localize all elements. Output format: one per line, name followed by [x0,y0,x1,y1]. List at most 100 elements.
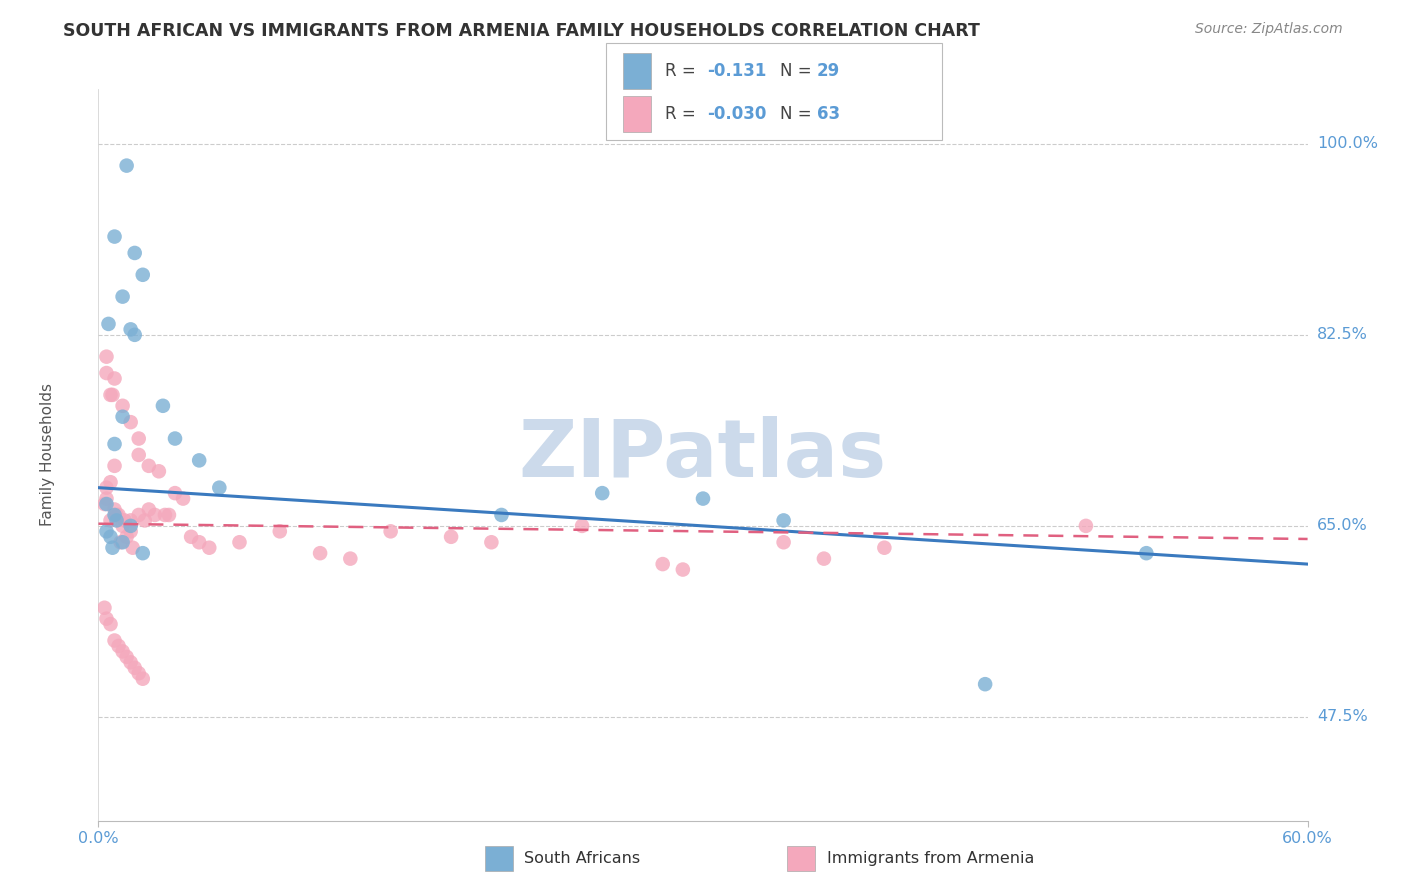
Point [481,535,503,549]
Point [103,458,125,473]
Point [138,502,160,516]
Point [651,557,673,571]
Point [571,519,593,533]
Point [188,535,211,549]
Text: R =: R = [665,105,702,123]
Text: 29: 29 [817,62,841,79]
Point [188,453,211,467]
Point [440,530,463,544]
Point [96,612,118,626]
Point [672,563,695,577]
Text: -0.030: -0.030 [707,105,766,123]
Point [180,530,202,544]
Point [228,535,250,549]
Point [111,519,134,533]
Point [873,541,896,555]
Point [111,535,134,549]
Point [124,246,146,260]
Text: Source: ZipAtlas.com: Source: ZipAtlas.com [1195,22,1343,37]
Point [103,437,125,451]
Point [103,633,125,648]
Point [105,508,128,522]
Point [163,432,186,446]
Point [107,639,129,653]
Text: Immigrants from Armenia: Immigrants from Armenia [827,851,1033,865]
Text: R =: R = [665,62,702,79]
Point [96,524,118,539]
Text: 63: 63 [817,105,839,123]
Point [100,388,122,402]
Point [103,508,125,522]
Point [591,486,613,500]
Text: 100.0%: 100.0% [1317,136,1378,152]
Point [143,508,166,522]
Point [100,617,122,632]
Point [100,530,122,544]
Text: SOUTH AFRICAN VS IMMIGRANTS FROM ARMENIA FAMILY HOUSEHOLDS CORRELATION CHART: SOUTH AFRICAN VS IMMIGRANTS FROM ARMENIA… [63,22,980,40]
Point [93,497,115,511]
Text: South Africans: South Africans [524,851,641,865]
Text: N =: N = [780,62,817,79]
Point [491,508,513,522]
Point [114,513,136,527]
Text: N =: N = [780,105,817,123]
Point [103,371,125,385]
Point [100,513,122,527]
Point [128,448,150,462]
Point [974,677,997,691]
Text: 65.0%: 65.0% [1317,518,1368,533]
Point [157,508,180,522]
Point [198,541,221,555]
Point [111,644,134,658]
Point [100,475,122,490]
Point [128,432,150,446]
Point [309,546,332,560]
Point [124,661,146,675]
Text: 47.5%: 47.5% [1317,709,1368,724]
Point [111,409,134,424]
Point [692,491,714,506]
Point [96,350,118,364]
Point [107,508,129,522]
Point [132,672,155,686]
Point [101,541,124,555]
Point [132,546,155,560]
Point [152,399,174,413]
Text: ZIPatlas: ZIPatlas [519,416,887,494]
Point [120,322,142,336]
Point [148,464,170,478]
Text: -0.131: -0.131 [707,62,766,79]
Point [103,229,125,244]
Text: Family Households: Family Households [41,384,55,526]
Point [132,268,155,282]
Point [96,491,118,506]
Point [110,535,132,549]
Point [1074,519,1097,533]
Point [96,481,118,495]
Point [120,519,142,533]
Point [120,656,142,670]
Point [163,486,186,500]
Point [115,159,138,173]
Point [339,551,361,566]
Point [115,649,138,664]
Point [97,317,120,331]
Point [96,497,118,511]
Point [772,513,794,527]
Point [138,458,160,473]
Point [128,666,150,681]
Point [813,551,835,566]
Point [269,524,291,539]
Point [121,541,143,555]
Point [101,388,124,402]
Point [120,524,142,539]
Point [772,535,794,549]
Point [96,366,118,380]
Point [120,415,142,429]
Point [380,524,402,539]
Point [124,327,146,342]
Point [105,513,128,527]
Point [111,399,134,413]
Point [111,290,134,304]
Point [128,508,150,522]
